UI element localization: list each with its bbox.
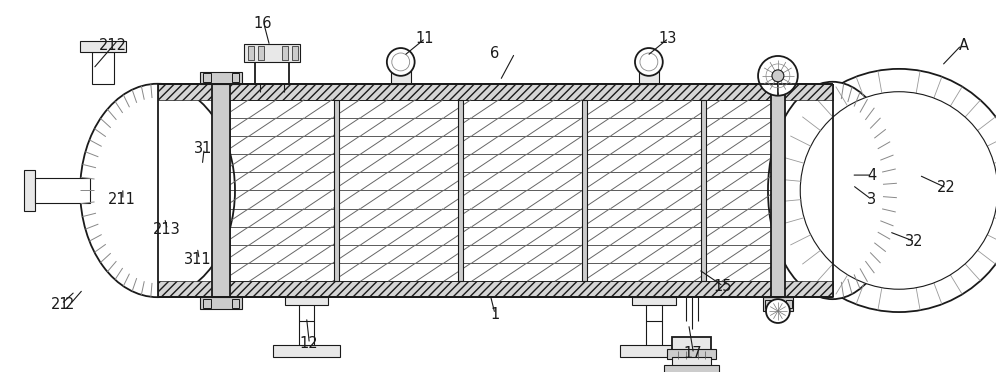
Circle shape xyxy=(387,48,415,76)
Bar xyxy=(667,349,716,359)
Bar xyxy=(35,178,90,203)
Circle shape xyxy=(766,299,790,323)
Text: 15: 15 xyxy=(713,279,732,294)
Text: 11: 11 xyxy=(416,31,434,46)
Bar xyxy=(248,46,254,60)
Bar xyxy=(664,365,719,373)
Text: 213: 213 xyxy=(153,222,180,237)
Text: 212: 212 xyxy=(99,38,127,53)
FancyBboxPatch shape xyxy=(765,73,771,81)
Bar xyxy=(672,357,711,367)
Text: 17: 17 xyxy=(684,346,702,361)
Bar xyxy=(771,84,785,297)
Circle shape xyxy=(392,53,410,71)
Text: 2: 2 xyxy=(65,297,75,311)
Bar xyxy=(230,100,771,281)
Bar xyxy=(334,100,339,281)
Bar xyxy=(212,84,230,297)
Text: 1: 1 xyxy=(490,307,499,322)
Circle shape xyxy=(635,48,663,76)
Text: 13: 13 xyxy=(659,31,677,46)
Text: 311: 311 xyxy=(184,252,212,267)
Text: 16: 16 xyxy=(254,16,272,31)
Circle shape xyxy=(777,69,1000,312)
Ellipse shape xyxy=(768,82,897,299)
Bar xyxy=(458,100,463,281)
Bar xyxy=(672,337,711,351)
FancyBboxPatch shape xyxy=(203,299,211,308)
Bar xyxy=(24,170,35,211)
FancyBboxPatch shape xyxy=(232,73,239,82)
Text: A: A xyxy=(959,38,969,53)
Circle shape xyxy=(758,56,798,96)
Text: 211: 211 xyxy=(108,192,136,207)
Bar xyxy=(285,297,328,305)
Bar xyxy=(158,84,833,297)
Bar xyxy=(763,297,793,311)
FancyBboxPatch shape xyxy=(232,299,239,308)
FancyBboxPatch shape xyxy=(203,73,211,82)
Text: 4: 4 xyxy=(867,167,876,183)
Bar xyxy=(632,297,676,305)
Bar xyxy=(244,44,300,62)
Circle shape xyxy=(640,53,658,71)
Text: 31: 31 xyxy=(194,141,213,156)
Ellipse shape xyxy=(80,84,235,297)
Bar xyxy=(391,70,411,84)
Text: 21: 21 xyxy=(51,297,70,311)
Text: 12: 12 xyxy=(300,336,318,351)
Bar xyxy=(158,281,833,297)
Bar xyxy=(620,345,688,357)
Bar xyxy=(200,297,242,309)
Bar xyxy=(200,72,242,84)
Bar xyxy=(701,100,706,281)
Bar xyxy=(282,46,288,60)
Circle shape xyxy=(800,92,998,289)
Bar xyxy=(92,52,114,84)
Bar xyxy=(255,62,289,84)
Bar xyxy=(292,46,298,60)
Circle shape xyxy=(772,70,784,82)
FancyBboxPatch shape xyxy=(765,300,771,308)
Text: 32: 32 xyxy=(905,234,923,249)
Bar xyxy=(273,345,340,357)
Bar xyxy=(258,46,264,60)
Text: 22: 22 xyxy=(937,181,955,195)
Text: 6: 6 xyxy=(490,46,499,60)
Bar xyxy=(582,100,587,281)
Text: 3: 3 xyxy=(867,192,876,207)
Bar xyxy=(158,84,833,100)
Bar xyxy=(80,41,126,52)
FancyBboxPatch shape xyxy=(786,300,792,308)
Bar xyxy=(763,70,793,84)
FancyBboxPatch shape xyxy=(786,73,792,81)
Bar xyxy=(639,70,659,84)
